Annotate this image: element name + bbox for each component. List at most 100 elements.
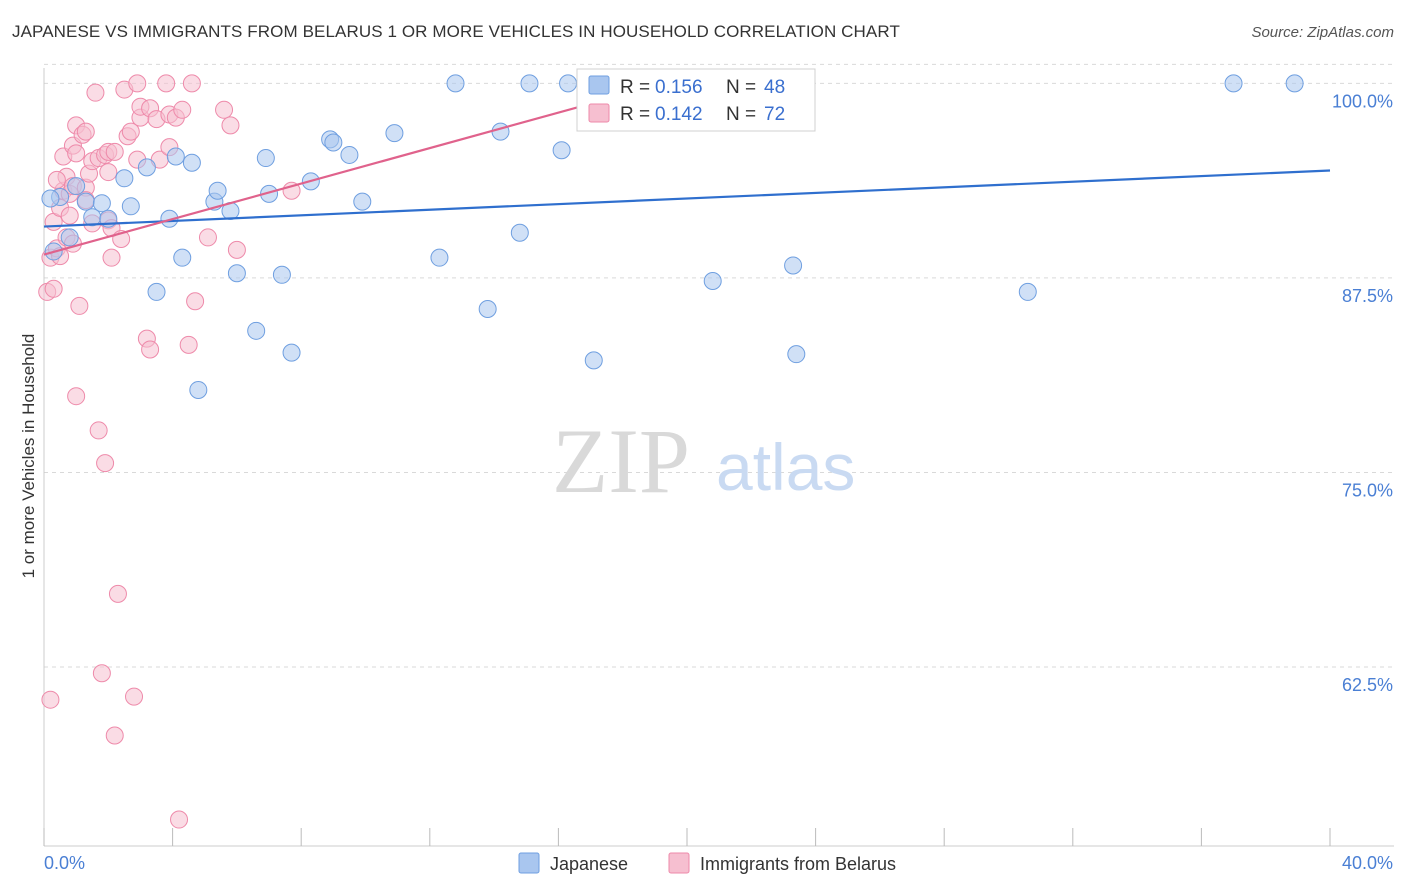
japanese-point xyxy=(1224,74,1243,93)
bottom-legend: Japanese Immigrants from Belarus xyxy=(518,852,896,874)
japanese-point xyxy=(60,228,79,247)
japanese-point xyxy=(67,177,86,196)
belarus-point xyxy=(121,122,140,141)
belarus-point xyxy=(67,144,86,163)
belarus-point xyxy=(221,116,240,135)
japanese-point xyxy=(1285,74,1304,93)
legend-japanese-n-value: 48 xyxy=(764,77,785,98)
legend-belarus-n-label: N = xyxy=(726,104,756,125)
japanese-point xyxy=(353,192,372,211)
belarus-point xyxy=(47,170,66,189)
legend: R = 0.156 N = 48 R = 0.142 N = 72 xyxy=(576,68,816,132)
trend-lines xyxy=(43,82,1331,256)
japanese-point xyxy=(189,380,208,399)
japanese-point xyxy=(173,248,192,267)
belarus-point xyxy=(44,279,63,298)
belarus-point xyxy=(173,100,192,119)
japanese-point xyxy=(491,122,510,141)
belarus-point xyxy=(41,690,60,709)
belarus-point xyxy=(157,74,176,93)
belarus-point xyxy=(105,726,124,745)
bottom-legend-belarus: Immigrants from Belarus xyxy=(700,854,896,874)
belarus-point xyxy=(215,100,234,119)
belarus-point xyxy=(179,335,198,354)
belarus-point xyxy=(186,292,205,311)
japanese-point xyxy=(559,74,578,93)
belarus-point xyxy=(99,163,118,182)
watermark-zip: ZIP xyxy=(552,410,690,512)
japanese-point xyxy=(282,343,301,362)
japanese-point xyxy=(784,256,803,275)
japanese-point xyxy=(256,149,275,168)
belarus-point xyxy=(182,74,201,93)
y-tick-labels: 62.5% 75.0% 87.5% 100.0% xyxy=(1332,91,1393,695)
japanese-points xyxy=(41,74,1304,399)
japanese-point xyxy=(430,248,449,267)
belarus-point xyxy=(141,340,160,359)
legend-belarus-r-value: 0.142 xyxy=(655,104,703,125)
japanese-trend-line xyxy=(43,169,1331,228)
japanese-point xyxy=(147,282,166,301)
bottom-legend-swatch-japanese xyxy=(518,852,540,874)
legend-belarus-n-value: 72 xyxy=(764,104,785,125)
belarus-point xyxy=(125,687,144,706)
belarus-point xyxy=(128,74,147,93)
japanese-point xyxy=(227,264,246,283)
belarus-point xyxy=(198,228,217,247)
x-tick-label-min: 0.0% xyxy=(44,853,85,873)
japanese-point xyxy=(446,74,465,93)
belarus-point xyxy=(86,83,105,102)
y-tick-label: 87.5% xyxy=(1342,286,1393,306)
legend-belarus-r-label: R = xyxy=(620,104,650,125)
bottom-legend-japanese: Japanese xyxy=(550,854,628,874)
belarus-point xyxy=(92,664,111,683)
y-tick-label: 75.0% xyxy=(1342,480,1393,500)
japanese-point xyxy=(703,272,722,291)
legend-japanese-r-label: R = xyxy=(620,77,650,98)
japanese-point xyxy=(340,145,359,164)
japanese-point xyxy=(584,351,603,370)
belarus-point xyxy=(108,584,127,603)
belarus-point xyxy=(70,296,89,315)
japanese-point xyxy=(160,209,179,228)
japanese-point xyxy=(510,223,529,242)
watermark-atlas: atlas xyxy=(716,430,855,504)
x-tick-labels: 0.0% 40.0% xyxy=(44,853,1393,873)
japanese-point xyxy=(121,197,140,216)
japanese-point xyxy=(787,345,806,364)
legend-japanese-n-label: N = xyxy=(726,77,756,98)
y-tick-label: 62.5% xyxy=(1342,675,1393,695)
x-tick-label-max: 40.0% xyxy=(1342,853,1393,873)
source-label: Source: ZipAtlas.com xyxy=(1251,24,1394,41)
japanese-point xyxy=(76,192,95,211)
belarus-point xyxy=(105,142,124,161)
legend-swatch-belarus xyxy=(588,103,610,123)
belarus-point xyxy=(102,248,121,267)
japanese-point xyxy=(182,153,201,172)
japanese-point xyxy=(478,300,497,319)
chart-title: JAPANESE VS IMMIGRANTS FROM BELARUS 1 OR… xyxy=(12,22,900,41)
y-tick-label: 100.0% xyxy=(1332,91,1393,111)
japanese-point xyxy=(272,265,291,284)
belarus-point xyxy=(170,810,189,829)
belarus-point xyxy=(227,240,246,259)
belarus-point xyxy=(76,122,95,141)
belarus-point xyxy=(89,421,108,440)
belarus-trend-line xyxy=(43,82,665,256)
japanese-point xyxy=(137,158,156,177)
belarus-point xyxy=(96,454,115,473)
y-axis-label: 1 or more Vehicles in Household xyxy=(19,334,38,579)
legend-japanese-r-value: 0.156 xyxy=(655,77,703,98)
japanese-point xyxy=(41,189,60,208)
japanese-point xyxy=(92,194,111,213)
japanese-point xyxy=(324,133,343,152)
belarus-point xyxy=(67,387,86,406)
japanese-point xyxy=(208,181,227,200)
japanese-point xyxy=(166,147,185,166)
japanese-point xyxy=(552,141,571,160)
belarus-point xyxy=(60,206,79,225)
bottom-legend-swatch-belarus xyxy=(668,852,690,874)
japanese-point xyxy=(385,124,404,143)
legend-swatch-japanese xyxy=(588,75,610,95)
